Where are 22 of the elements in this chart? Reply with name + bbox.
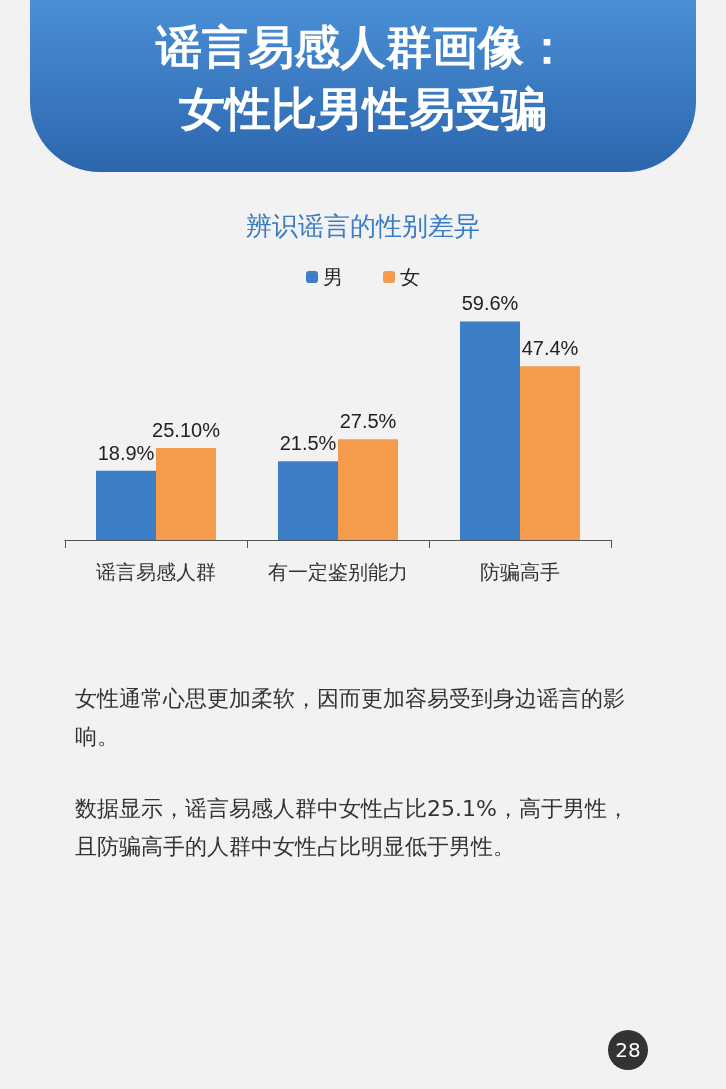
data-label: 25.10% xyxy=(152,418,221,441)
data-label: 27.5% xyxy=(339,410,397,433)
data-label: 47.4% xyxy=(521,337,579,360)
text: 数据显示，谣言易感人群中女性占比25.1%，高于男性，且防骗高手的人群中女性占比明显低于男性。 xyxy=(75,795,630,861)
bar xyxy=(96,470,156,540)
data-label: 21.5% xyxy=(279,432,337,455)
x-tick-label: 防骗高手 xyxy=(480,561,560,583)
bar xyxy=(460,321,520,540)
x-tick-label: 谣言易感人群 xyxy=(96,561,216,583)
data-label: 59.6% xyxy=(461,292,519,315)
text: 女性通常心思更加柔软，因而更加容易受到身边谣言的影响。 xyxy=(75,685,626,751)
chart-title: 谣言易感人群画像：女性比男性易受骗 xyxy=(154,19,571,138)
bar xyxy=(278,461,338,540)
x-tick-label: 有一定鉴别能力 xyxy=(268,561,408,583)
bar xyxy=(520,366,580,540)
text: 28 xyxy=(608,1030,648,1070)
chart-subtitle: 辨识谣言的性别差异 xyxy=(246,211,480,241)
legend-label: 男 xyxy=(323,266,343,288)
bar xyxy=(338,439,398,540)
legend-label: 女 xyxy=(400,266,420,288)
bar xyxy=(156,447,216,540)
data-label: 18.9% xyxy=(97,441,155,464)
